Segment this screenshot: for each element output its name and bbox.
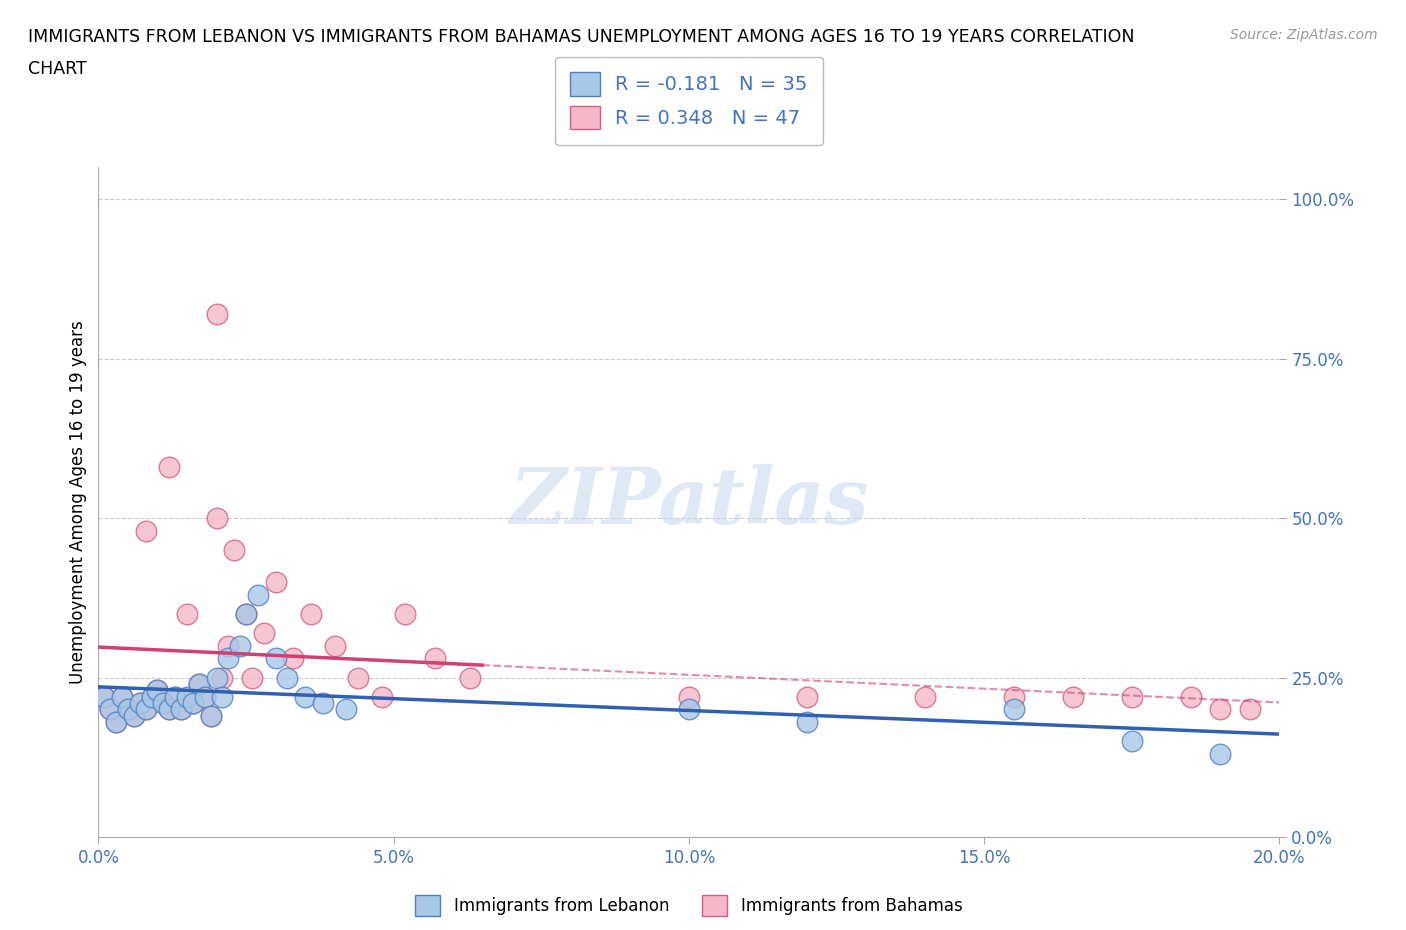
Point [181, 696, 204, 711]
Point [93, 689, 115, 704]
Point [152, 696, 174, 711]
Point [1121, 689, 1143, 704]
Point [205, 671, 228, 685]
Point [1062, 689, 1084, 704]
Point [276, 671, 298, 685]
Point [914, 689, 936, 704]
Point [211, 689, 233, 704]
Point [678, 689, 700, 704]
Point [157, 702, 180, 717]
Point [200, 709, 222, 724]
Point [141, 689, 163, 704]
Point [217, 638, 239, 653]
Y-axis label: Unemployment Among Ages 16 to 19 years: Unemployment Among Ages 16 to 19 years [69, 320, 87, 684]
Point [93, 689, 115, 704]
Point [176, 689, 198, 704]
Point [135, 702, 157, 717]
Point [1239, 702, 1261, 717]
Point [146, 683, 169, 698]
Point [128, 696, 150, 711]
Point [194, 689, 217, 704]
Point [224, 542, 246, 557]
Point [294, 689, 316, 704]
Point [105, 715, 128, 730]
Point [111, 689, 134, 704]
Point [98, 702, 121, 717]
Point [1209, 702, 1232, 717]
Point [253, 626, 276, 641]
Point [264, 651, 287, 666]
Point [157, 702, 180, 717]
Point [181, 696, 204, 711]
Point [187, 676, 209, 691]
Text: Source: ZipAtlas.com: Source: ZipAtlas.com [1230, 28, 1378, 42]
Point [157, 459, 180, 474]
Point [205, 307, 228, 322]
Point [460, 671, 482, 685]
Point [146, 683, 169, 698]
Point [1002, 702, 1025, 717]
Point [335, 702, 357, 717]
Point [122, 709, 145, 724]
Point [796, 715, 818, 730]
Point [105, 715, 128, 730]
Point [371, 689, 394, 704]
Point [323, 638, 346, 653]
Point [194, 689, 217, 704]
Point [1002, 689, 1025, 704]
Point [1121, 734, 1143, 749]
Point [187, 676, 209, 691]
Point [678, 702, 700, 717]
Point [283, 651, 305, 666]
Point [796, 689, 818, 704]
Text: CHART: CHART [28, 60, 87, 78]
Point [240, 671, 263, 685]
Point [423, 651, 446, 666]
Point [135, 524, 157, 538]
Point [141, 689, 163, 704]
Point [170, 702, 193, 717]
Point [152, 696, 174, 711]
Point [128, 696, 150, 711]
Point [394, 606, 416, 621]
Point [176, 606, 198, 621]
Point [264, 575, 287, 590]
Point [117, 702, 139, 717]
Point [1209, 747, 1232, 762]
Point [165, 689, 187, 704]
Point [98, 702, 121, 717]
Point [117, 702, 139, 717]
Text: ZIPatlas: ZIPatlas [509, 464, 869, 540]
Point [122, 709, 145, 724]
Point [200, 709, 222, 724]
Point [246, 587, 269, 602]
Point [211, 671, 233, 685]
Point [165, 689, 187, 704]
Text: IMMIGRANTS FROM LEBANON VS IMMIGRANTS FROM BAHAMAS UNEMPLOYMENT AMONG AGES 16 TO: IMMIGRANTS FROM LEBANON VS IMMIGRANTS FR… [28, 28, 1135, 46]
Point [135, 702, 157, 717]
Point [205, 511, 228, 525]
Point [235, 606, 257, 621]
Point [347, 671, 370, 685]
Point [312, 696, 335, 711]
Point [111, 689, 134, 704]
Point [217, 651, 239, 666]
Point [1180, 689, 1202, 704]
Point [299, 606, 322, 621]
Point [235, 606, 257, 621]
Point [170, 702, 193, 717]
Legend: Immigrants from Lebanon, Immigrants from Bahamas: Immigrants from Lebanon, Immigrants from… [409, 889, 969, 923]
Point [229, 638, 252, 653]
